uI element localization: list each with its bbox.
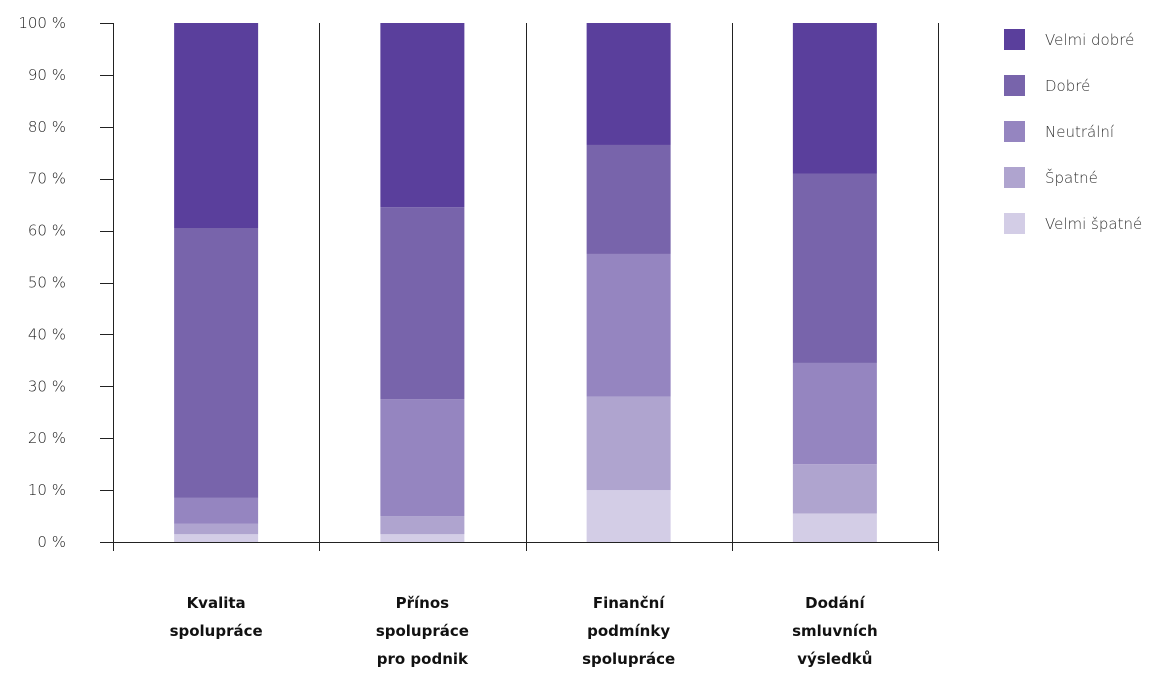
category-label: Kvalita spolupráce — [170, 594, 263, 640]
category-label: Dodání smluvních výsledků — [792, 594, 878, 668]
bar-segment-velmi-špatné — [792, 513, 877, 542]
bar-segment-dobré — [792, 173, 877, 363]
legend-label: Velmi dobré — [1045, 31, 1134, 49]
bar-segment-velmi-špatné — [174, 534, 259, 542]
bar-segment-velmi-špatné — [586, 490, 671, 542]
bar-segment-velmi-dobré — [174, 23, 259, 229]
y-tick-label: 30 % — [28, 377, 66, 395]
bar-segment-neutrální — [586, 253, 671, 397]
category-label: Přínos spolupráce pro podnik — [376, 594, 469, 668]
y-tick-label: 50 % — [28, 274, 66, 292]
bar-segment-velmi-dobré — [586, 23, 671, 145]
legend-swatch — [1004, 121, 1025, 142]
y-tick-label: 20 % — [28, 429, 66, 447]
bar-segment-dobré — [586, 144, 671, 254]
bar-segment-špatné — [792, 464, 877, 514]
legend-label: Špatné — [1045, 168, 1098, 187]
bar-segment-velmi-dobré — [380, 23, 465, 208]
category-label: Finanční podmínky spolupráce — [582, 594, 675, 668]
bar-segment-špatné — [586, 396, 671, 491]
y-tick-label: 0 % — [37, 533, 66, 551]
bar-segment-velmi-dobré — [792, 23, 877, 174]
legend-swatch — [1004, 29, 1025, 50]
y-tick-label: 70 % — [28, 170, 66, 188]
legend-swatch — [1004, 213, 1025, 234]
bar-segment-neutrální — [174, 497, 259, 524]
bar-segment-dobré — [380, 207, 465, 400]
bar-segment-špatné — [380, 516, 465, 535]
legend-label: Velmi špatné — [1045, 215, 1142, 233]
bar-segment-dobré — [174, 228, 259, 498]
y-tick-label: 80 % — [28, 118, 66, 136]
bar-segment-neutrální — [792, 362, 877, 465]
legend-label: Dobré — [1045, 77, 1090, 95]
bar-segment-velmi-špatné — [380, 534, 465, 542]
bar-segment-špatné — [174, 523, 259, 535]
y-tick-label: 40 % — [28, 325, 66, 343]
y-tick-label: 90 % — [28, 66, 66, 84]
y-tick-label: 10 % — [28, 481, 66, 499]
legend-swatch — [1004, 75, 1025, 96]
y-tick-label: 100 % — [18, 14, 66, 32]
y-tick-label: 60 % — [28, 222, 66, 240]
bar-segment-neutrální — [380, 399, 465, 517]
legend-label: Neutrální — [1045, 123, 1115, 141]
legend-swatch — [1004, 167, 1025, 188]
